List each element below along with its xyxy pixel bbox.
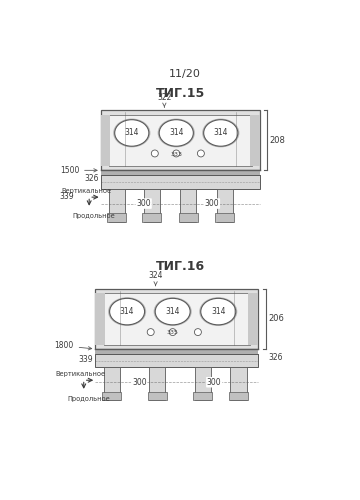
Text: Продольное: Продольное (67, 396, 110, 402)
Text: Вертикальное: Вертикальное (56, 371, 106, 377)
Text: ΤИГ.15: ΤИГ.15 (156, 87, 205, 100)
Text: 333: 333 (170, 152, 182, 156)
Bar (95, 293, 105, 344)
Circle shape (197, 150, 204, 157)
Text: ΤИГ.16: ΤИГ.16 (156, 260, 205, 273)
Bar (217, 189, 233, 222)
Bar (195, 368, 211, 400)
Text: Продольное: Продольное (72, 214, 115, 220)
Text: 1800: 1800 (54, 342, 92, 350)
Bar (101, 170, 260, 175)
Text: 314: 314 (211, 307, 225, 316)
Text: 339: 339 (59, 192, 74, 201)
Ellipse shape (154, 297, 192, 326)
Ellipse shape (204, 120, 238, 146)
Bar (248, 293, 258, 344)
Text: 324: 324 (148, 271, 163, 286)
Text: 326: 326 (84, 174, 99, 182)
Text: 322: 322 (157, 92, 171, 107)
Text: 11/20: 11/20 (168, 69, 201, 79)
Bar (229, 392, 248, 400)
Bar (102, 392, 121, 400)
Bar (107, 214, 126, 222)
Text: 1500: 1500 (60, 166, 97, 175)
Bar (109, 114, 252, 166)
Circle shape (194, 328, 201, 336)
Text: 300: 300 (207, 378, 221, 386)
Bar (230, 368, 247, 400)
Text: 300: 300 (205, 199, 219, 208)
Text: 314: 314 (120, 307, 134, 316)
Ellipse shape (199, 297, 237, 326)
Bar (144, 189, 159, 222)
Ellipse shape (109, 298, 145, 325)
Circle shape (173, 150, 180, 157)
Bar (104, 368, 120, 400)
Bar (95, 288, 258, 349)
Text: 314: 314 (166, 307, 180, 316)
Text: 326: 326 (268, 353, 283, 362)
Bar (101, 110, 260, 170)
Bar (101, 176, 260, 189)
Bar (109, 189, 125, 222)
Bar (95, 354, 258, 368)
Bar (101, 114, 110, 166)
Bar (104, 293, 250, 344)
Bar (179, 214, 198, 222)
Text: Вертикальное: Вертикальное (61, 188, 111, 194)
Bar (250, 114, 260, 166)
Bar (95, 349, 258, 354)
Ellipse shape (201, 298, 236, 325)
Text: 208: 208 (270, 136, 285, 144)
Ellipse shape (113, 118, 150, 148)
Bar (149, 368, 165, 400)
Ellipse shape (159, 120, 193, 146)
Bar (215, 214, 234, 222)
Text: 206: 206 (268, 314, 284, 324)
Text: 300: 300 (136, 199, 151, 208)
Bar (193, 392, 212, 400)
Ellipse shape (158, 118, 195, 148)
Ellipse shape (115, 120, 149, 146)
Text: 314: 314 (213, 128, 228, 138)
Circle shape (151, 150, 158, 157)
Text: 339: 339 (78, 354, 93, 364)
Bar (180, 189, 196, 222)
Bar (142, 214, 161, 222)
Text: 314: 314 (125, 128, 139, 138)
Circle shape (147, 328, 154, 336)
Ellipse shape (108, 297, 146, 326)
Ellipse shape (155, 298, 190, 325)
Ellipse shape (202, 118, 239, 148)
Circle shape (169, 328, 176, 336)
Text: 300: 300 (132, 378, 147, 386)
Bar (148, 392, 167, 400)
Text: 314: 314 (169, 128, 184, 138)
Text: 335: 335 (167, 330, 179, 336)
